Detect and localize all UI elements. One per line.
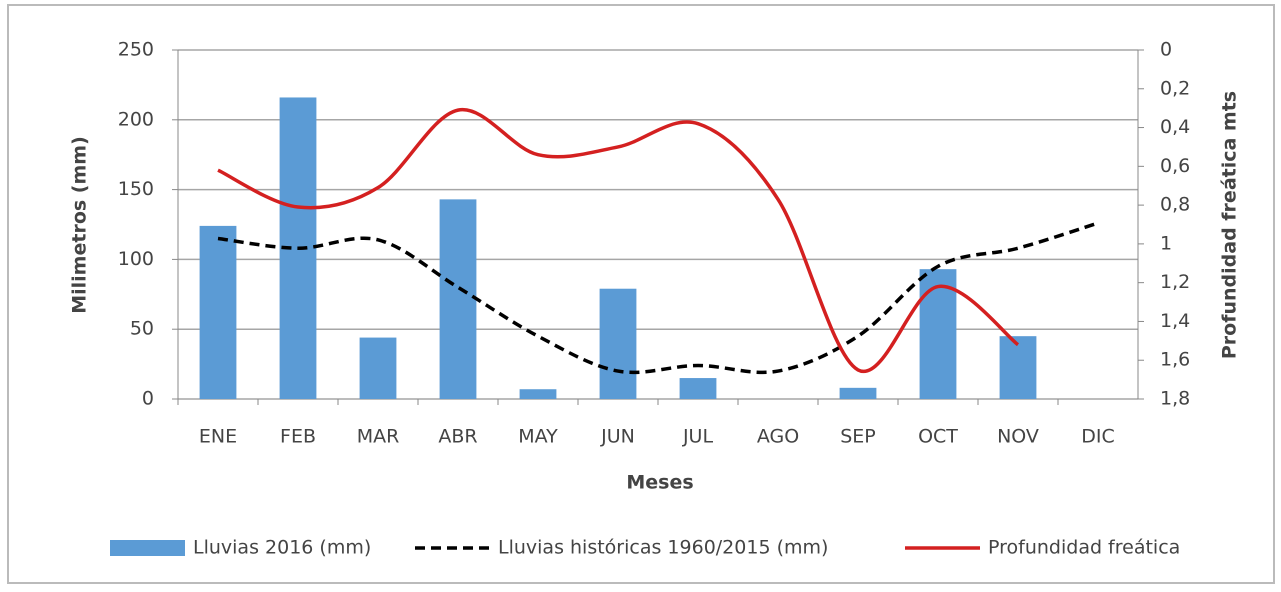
y-tick-label: 150: [118, 178, 154, 200]
x-tick-label: DIC: [1081, 426, 1115, 448]
bar: [679, 378, 717, 399]
y2-tick-label: 1,4: [1160, 310, 1190, 332]
legend-swatch: [110, 540, 185, 556]
y-tick-label: 200: [118, 108, 154, 130]
bar: [999, 336, 1037, 399]
line: [217, 108, 1020, 374]
y2-axis-title: Profundidad freática mts: [1219, 91, 1241, 359]
legend-label: Profundidad freática: [988, 537, 1180, 559]
x-tick-label: JUN: [600, 426, 635, 448]
x-tick-label: NOV: [997, 426, 1039, 448]
legend-label: Lluvias históricas 1960/2015 (mm): [498, 537, 828, 559]
x-tick-label: ABR: [438, 426, 477, 448]
bar: [839, 387, 877, 399]
x-tick-label: AGO: [757, 426, 799, 448]
y2-tick-label: 0,2: [1160, 77, 1190, 99]
y2-tick-label: 0,6: [1160, 155, 1190, 177]
x-tick-label: JUL: [682, 426, 714, 448]
y-tick-label: 50: [130, 318, 154, 340]
x-axis-title: Meses: [626, 472, 693, 494]
y2-tick-label: 1,2: [1160, 271, 1190, 293]
x-tick-label: ENE: [199, 426, 237, 448]
y-axis-title: Milimetros (mm): [69, 136, 91, 314]
y-tick-label: 100: [118, 248, 154, 270]
line: [217, 221, 1099, 375]
y-tick-label: 250: [118, 39, 154, 61]
chart-border: [7, 4, 1275, 584]
x-tick-label: OCT: [918, 426, 958, 448]
bar: [919, 269, 957, 399]
bar: [599, 288, 637, 399]
x-tick-label: MAY: [518, 426, 558, 448]
y2-tick-label: 1: [1160, 232, 1172, 254]
y2-tick-label: 0: [1160, 39, 1172, 61]
bar: [519, 389, 557, 399]
y2-tick-label: 1,8: [1160, 388, 1190, 410]
y-tick-label: 0: [142, 388, 154, 410]
y2-tick-label: 1,6: [1160, 349, 1190, 371]
x-tick-label: SEP: [840, 426, 876, 448]
bar: [359, 337, 397, 399]
bar: [439, 199, 477, 399]
legend-label: Lluvias 2016 (mm): [193, 537, 371, 559]
x-tick-label: MAR: [357, 426, 400, 448]
bar: [199, 225, 237, 399]
x-tick-label: FEB: [280, 426, 316, 448]
y2-tick-label: 0,8: [1160, 194, 1190, 216]
y2-tick-label: 0,4: [1160, 116, 1190, 138]
